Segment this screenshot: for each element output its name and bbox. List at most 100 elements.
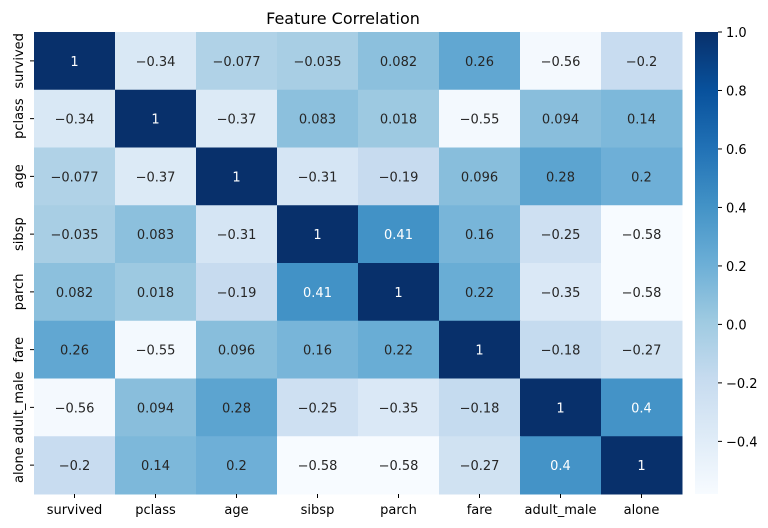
heatmap-cell	[439, 89, 521, 148]
y-tick-label: fare	[12, 337, 27, 363]
x-tick-label: adult_male	[525, 503, 597, 518]
heatmap-cell	[115, 378, 197, 437]
heatmap-cell	[601, 147, 683, 206]
cell-value-label: 0.083	[137, 228, 174, 243]
cell-value-label: 1	[313, 228, 321, 243]
cell-value-label: −0.077	[50, 170, 98, 185]
cell-value-label: 1	[556, 401, 564, 416]
cell-value-label: 0.4	[550, 459, 571, 474]
x-tick-label: sibsp	[301, 503, 335, 518]
cell-value-label: −0.56	[55, 401, 95, 416]
heatmap-cell	[34, 89, 116, 148]
heatmap-cell	[115, 32, 197, 91]
heatmap-cell	[358, 436, 440, 495]
cell-value-label: −0.035	[293, 55, 341, 70]
cell-value-label: 0.14	[627, 113, 656, 128]
cell-value-label: 0.082	[380, 55, 417, 70]
cell-value-label: −0.2	[626, 55, 658, 70]
cell-value-label: 0.26	[465, 55, 494, 70]
heatmap-cell	[115, 320, 197, 379]
cell-value-label: −0.18	[460, 401, 500, 416]
cell-value-label: 0.41	[384, 228, 413, 243]
cell-value-label: −0.34	[55, 113, 95, 128]
cell-value-label: 0.083	[299, 113, 336, 128]
cell-value-label: 0.018	[380, 113, 417, 128]
heatmap-cell	[439, 320, 521, 379]
x-tick-label: alone	[624, 503, 660, 518]
cell-value-label: −0.56	[541, 55, 581, 70]
cell-value-label: −0.19	[379, 170, 419, 185]
cell-value-label: −0.035	[50, 228, 98, 243]
cell-value-label: −0.27	[460, 459, 500, 474]
x-tick-label: fare	[467, 503, 493, 518]
y-tick-label: alone	[12, 447, 27, 483]
cell-value-label: −0.58	[622, 286, 662, 301]
heatmap-cell	[277, 436, 359, 495]
cell-value-label: 1	[232, 170, 240, 185]
colorbar-tick-label: −0.2	[726, 377, 758, 392]
heatmap-cell	[34, 320, 116, 379]
colorbar-tick-label: 1.0	[726, 26, 747, 41]
cell-value-label: −0.31	[298, 170, 338, 185]
heatmap-cell	[196, 378, 278, 437]
cell-value-label: 0.26	[60, 344, 89, 359]
cell-value-label: −0.31	[217, 228, 257, 243]
cell-value-label: 0.096	[218, 344, 255, 359]
heatmap-cell	[439, 205, 521, 264]
colorbar-tick-label: 0.6	[726, 143, 747, 158]
heatmap-cell	[358, 263, 440, 322]
heatmap-cell	[34, 205, 116, 264]
heatmap-cell	[34, 32, 116, 91]
heatmap-cell	[520, 89, 602, 148]
heatmap-cell	[196, 436, 278, 495]
cell-value-label: −0.19	[217, 286, 257, 301]
cell-value-label: 1	[637, 459, 645, 474]
cell-value-label: 0.4	[631, 401, 652, 416]
heatmap-cell	[115, 263, 197, 322]
heatmap-cell	[196, 263, 278, 322]
heatmap-cell	[520, 147, 602, 206]
heatmap-cell	[601, 205, 683, 264]
heatmap-cell	[520, 32, 602, 91]
heatmap-cell	[358, 32, 440, 91]
cell-value-label: 0.14	[141, 459, 170, 474]
x-tick-label: parch	[380, 503, 417, 518]
heatmap-cell	[358, 320, 440, 379]
cell-value-label: 0.16	[465, 228, 494, 243]
heatmap-cell	[277, 320, 359, 379]
heatmap-cell	[34, 263, 116, 322]
heatmap-cell	[601, 436, 683, 495]
cell-value-label: 1	[475, 344, 483, 359]
cell-value-label: 0.22	[465, 286, 494, 301]
heatmap-cell	[439, 147, 521, 206]
cell-value-label: 0.082	[56, 286, 93, 301]
heatmap-cell	[601, 263, 683, 322]
colorbar-tick-label: −0.4	[726, 435, 758, 450]
heatmap-cell	[439, 263, 521, 322]
heatmap-cell	[277, 89, 359, 148]
heatmap-cell	[439, 378, 521, 437]
y-tick-labels: survived pclass age sibsp parch fare adult_mal…	[12, 33, 34, 483]
cell-value-label: −0.35	[379, 401, 419, 416]
heatmap-cell	[601, 32, 683, 91]
cell-value-label: −0.27	[622, 344, 662, 359]
cell-value-label: −0.58	[379, 459, 419, 474]
y-tick-label: pclass	[12, 98, 27, 139]
heatmap-cell	[196, 147, 278, 206]
heatmap-cell	[277, 147, 359, 206]
cell-value-label: 0.094	[542, 113, 579, 128]
cell-value-label: 0.28	[546, 170, 575, 185]
x-tick-labels: survived pclass age sibsp parch fare adult_mal…	[47, 494, 660, 518]
cell-value-label: −0.25	[298, 401, 338, 416]
cell-value-label: −0.25	[541, 228, 581, 243]
colorbar-tick-label: 0.8	[726, 84, 747, 99]
cell-value-label: 0.2	[226, 459, 247, 474]
heatmap-cell	[277, 205, 359, 264]
y-tick-label: age	[12, 164, 27, 188]
heatmap-cell	[196, 32, 278, 91]
heatmap-cell	[115, 147, 197, 206]
cell-value-label: −0.58	[622, 228, 662, 243]
heatmap-cell	[115, 205, 197, 264]
heatmap-cells: 1 −0.34 −0.077 −0.035 0.082 0.26 −0.56 −0.2 −0.3…	[34, 32, 683, 495]
cell-value-label: −0.58	[298, 459, 338, 474]
